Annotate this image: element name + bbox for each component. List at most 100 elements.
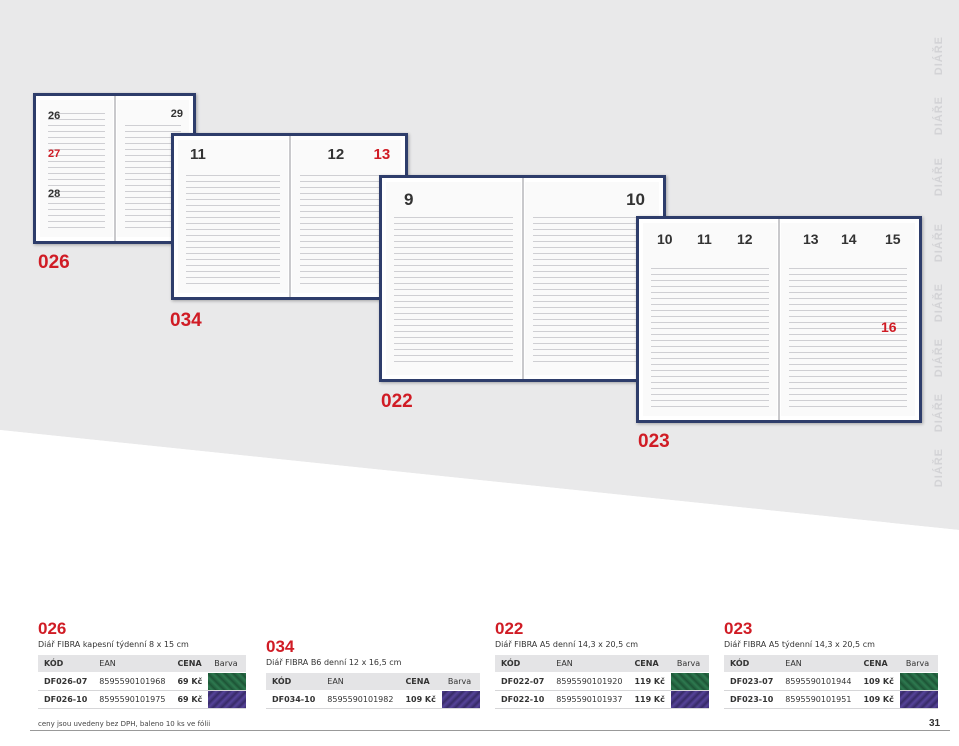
section-code: 023	[724, 619, 753, 638]
row-price: 109 Kč	[399, 690, 442, 709]
background-wedge	[0, 430, 959, 530]
col-header-ean: EAN	[93, 655, 172, 673]
row-price: 109 Kč	[857, 690, 900, 709]
row-ean: 8595590101968	[93, 672, 172, 691]
table-row: DF022-07 8595590101920 119 Kč	[495, 672, 709, 691]
day-number: 12	[327, 146, 345, 163]
col-header-code: KÓD	[38, 655, 94, 673]
row-code: DF034-10	[266, 690, 322, 709]
row-ean: 8595590101951	[779, 690, 858, 709]
day-number: 27	[48, 148, 61, 160]
row-ean: 8595590101937	[550, 690, 629, 709]
color-swatch-purple	[208, 690, 247, 709]
section-code: 034	[266, 637, 295, 656]
image-label-023: 023	[638, 431, 670, 452]
section-title: Diář FIBRA kapesní týdenní 8 x 15 cm	[38, 640, 189, 649]
color-swatch-green	[670, 672, 709, 691]
day-number: 16	[881, 319, 897, 335]
side-label: DIÁŘE	[933, 96, 945, 136]
color-swatch-purple	[899, 690, 938, 709]
day-number: 11	[697, 231, 712, 247]
footer-note: ceny jsou uvedeny bez DPH, baleno 10 ks …	[38, 720, 211, 728]
col-header-color: Barva	[670, 655, 709, 673]
planner-image-022: 9 10	[379, 175, 666, 382]
day-number: 11	[190, 146, 206, 163]
row-price: 109 Kč	[857, 672, 900, 691]
side-label: DIÁŘE	[933, 448, 945, 488]
col-header-ean: EAN	[779, 655, 858, 673]
price-table: KÓD EAN CENA Barva DF026-07 859559010196…	[38, 655, 247, 709]
row-price: 119 Kč	[628, 690, 671, 709]
section-title: Diář FIBRA A5 denní 14,3 x 20,5 cm	[495, 640, 639, 649]
table-row: DF034-10 8595590101982 109 Kč	[266, 690, 480, 709]
row-code: DF023-10	[724, 690, 780, 709]
table-header-row: KÓD EAN CENA Barva	[724, 655, 938, 673]
day-number: 9	[404, 190, 414, 209]
day-number: 26	[48, 110, 61, 122]
planner-image-034: 11 12 13	[171, 133, 408, 300]
price-table: KÓD EAN CENA Barva DF022-07 859559010192…	[495, 655, 709, 709]
col-header-code: KÓD	[724, 655, 780, 673]
color-swatch-green	[208, 672, 247, 691]
price-table: KÓD EAN CENA Barva DF023-07 859559010194…	[724, 655, 938, 709]
row-price: 69 Kč	[171, 690, 209, 709]
day-number: 14	[841, 231, 857, 247]
image-label-026: 026	[38, 252, 70, 273]
product-section-023: 023 Diář FIBRA A5 týdenní 14,3 x 20,5 cm…	[724, 620, 938, 709]
col-header-price: CENA	[628, 655, 671, 673]
row-code: DF022-07	[495, 672, 551, 691]
table-header-row: KÓD EAN CENA Barva	[38, 655, 247, 673]
section-code: 026	[38, 619, 67, 638]
table-row: DF023-07 8595590101944 109 Kč	[724, 672, 938, 691]
row-code: DF026-10	[38, 690, 94, 709]
page-number: 31	[929, 718, 941, 729]
footer-divider	[30, 730, 950, 731]
col-header-ean: EAN	[550, 655, 629, 673]
side-label: DIÁŘE	[933, 393, 945, 433]
side-label: DIÁŘE	[933, 36, 945, 76]
section-title: Diář FIBRA A5 týdenní 14,3 x 20,5 cm	[724, 640, 875, 649]
section-code: 022	[495, 619, 524, 638]
row-code: DF026-07	[38, 672, 94, 691]
color-swatch-green	[899, 672, 938, 691]
image-label-034: 034	[170, 310, 202, 331]
col-header-price: CENA	[171, 655, 209, 673]
table-row: DF023-10 8595590101951 109 Kč	[724, 690, 938, 709]
color-swatch-purple	[441, 690, 480, 709]
product-section-034: 034 Diář FIBRA B6 denní 12 x 16,5 cm KÓD…	[266, 638, 480, 709]
product-section-026: 026 Diář FIBRA kapesní týdenní 8 x 15 cm…	[38, 619, 247, 709]
color-swatch-purple	[670, 690, 709, 709]
table-row: DF026-07 8595590101968 69 Kč	[38, 672, 247, 691]
side-label: DIÁŘE	[933, 157, 945, 197]
col-header-color: Barva	[899, 655, 938, 673]
side-label: DIÁŘE	[933, 223, 945, 263]
col-header-ean: EAN	[321, 673, 400, 691]
planner-image-023: 10 11 12 13 14 15 16	[636, 216, 922, 423]
col-header-color: Barva	[208, 655, 247, 673]
price-table: KÓD EAN CENA Barva DF034-10 859559010198…	[266, 673, 480, 709]
row-code: DF022-10	[495, 690, 551, 709]
day-number: 10	[657, 231, 673, 247]
col-header-color: Barva	[441, 673, 480, 691]
row-ean: 8595590101920	[550, 672, 629, 691]
table-row: DF026-10 8595590101975 69 Kč	[38, 690, 247, 709]
side-label: DIÁŘE	[933, 283, 945, 323]
section-title: Diář FIBRA B6 denní 12 x 16,5 cm	[266, 658, 402, 667]
day-number: 13	[803, 231, 819, 247]
row-ean: 8595590101975	[93, 690, 172, 709]
col-header-code: KÓD	[266, 673, 322, 691]
day-number: 28	[48, 188, 61, 200]
row-ean: 8595590101944	[779, 672, 858, 691]
day-number: 29	[170, 108, 183, 120]
table-header-row: KÓD EAN CENA Barva	[495, 655, 709, 673]
col-header-price: CENA	[857, 655, 900, 673]
col-header-code: KÓD	[495, 655, 551, 673]
row-code: DF023-07	[724, 672, 780, 691]
day-number: 13	[373, 146, 391, 163]
row-price: 69 Kč	[171, 672, 209, 691]
planner-image-026: 26 27 28 29	[33, 93, 196, 244]
day-number: 15	[885, 231, 901, 247]
day-number: 12	[737, 231, 753, 247]
row-price: 119 Kč	[628, 672, 671, 691]
table-header-row: KÓD EAN CENA Barva	[266, 673, 480, 691]
